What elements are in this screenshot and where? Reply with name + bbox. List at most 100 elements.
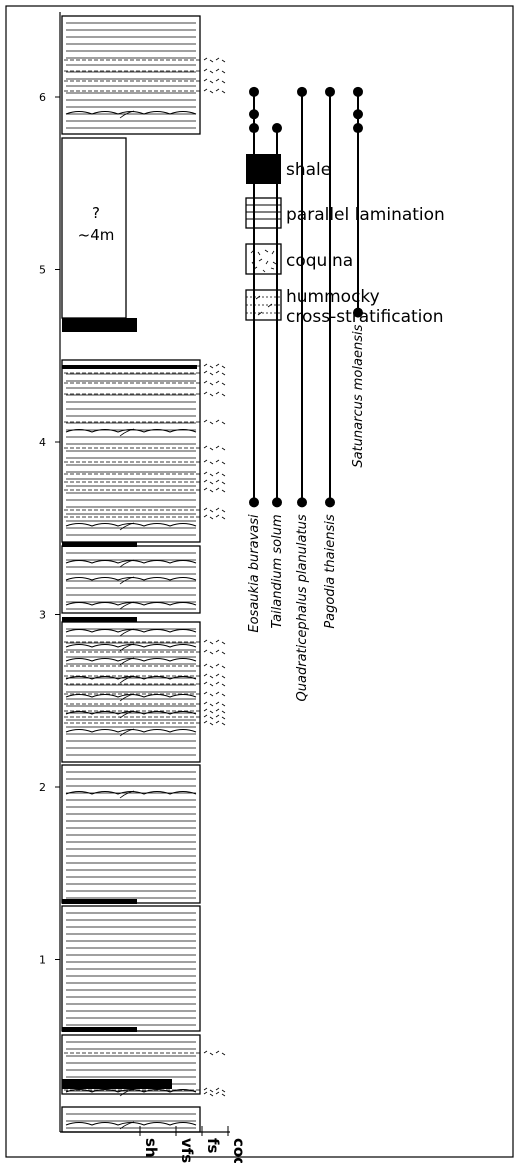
bed-outline — [61, 15, 201, 135]
species-name: Eosaukia buravasi — [247, 514, 262, 633]
coquina-mark — [203, 471, 226, 477]
coquina-mark — [203, 673, 226, 679]
coquina-mark — [203, 479, 226, 485]
occurrence-dot — [272, 123, 282, 134]
coquina-mark — [203, 445, 226, 451]
cross-lamina — [119, 675, 135, 684]
depth-tick-label: 4 — [39, 436, 46, 449]
cross-lamina — [119, 693, 135, 702]
coquina-mark — [203, 88, 226, 94]
species-range: Pagodia thaiensis — [323, 86, 338, 629]
grain-label-sh: sh — [142, 1138, 160, 1158]
lithology-bed — [61, 905, 201, 1032]
shale-band — [62, 899, 137, 904]
shale-band — [62, 542, 137, 547]
bed-outline — [61, 764, 201, 904]
shale-band — [62, 1027, 137, 1032]
occurrence-dot — [325, 497, 335, 508]
coquina-mark — [203, 370, 226, 376]
species-range: Satunarcus molaensis — [351, 86, 366, 468]
depth-tick-label: 2 — [39, 781, 46, 794]
occurrence-dot — [249, 497, 259, 508]
cross-lamina — [119, 1088, 135, 1097]
coquina-mark — [203, 68, 226, 74]
coquina-mark — [203, 1050, 226, 1056]
species-name: Quadraticephalus planulatus — [295, 514, 310, 701]
depth-tick-label: 6 — [39, 91, 46, 104]
coquina-mark — [203, 663, 226, 669]
cross-lamina — [119, 710, 135, 719]
cross-lamina — [119, 728, 135, 737]
coquina-mark — [203, 380, 226, 386]
coquina-mark — [203, 391, 226, 397]
covered-interval: ? ~4m — [61, 137, 127, 319]
legend-shale-label: shale — [286, 160, 331, 180]
cross-lamina — [119, 628, 135, 637]
cross-lamina — [119, 601, 135, 610]
coquina-mark — [203, 459, 226, 465]
grain-size-scale: sh vfs fs coq — [60, 1126, 248, 1163]
legend-hummocky-swatch — [245, 289, 282, 321]
legend: shale parallel lamination coquina hummoc… — [245, 154, 445, 327]
coquina-mark — [203, 487, 226, 493]
coquina-mark — [203, 639, 226, 645]
coquina-mark — [203, 701, 226, 707]
depth-axis-ticks: 1 2 3 4 5 6 — [39, 91, 60, 967]
occurrence-dot — [297, 497, 307, 508]
depth-tick-label: 3 — [39, 609, 46, 622]
species-range: Quadraticephalus planulatus — [295, 86, 310, 701]
occurrence-dot — [353, 307, 363, 318]
occurrence-dot — [249, 123, 259, 134]
lithology-bed — [61, 764, 201, 904]
coquina-mark — [203, 691, 226, 697]
coquina-mark — [203, 507, 226, 513]
lithology-bed — [61, 545, 201, 614]
occurrence-dot — [353, 86, 363, 97]
coquina-mark — [203, 78, 226, 84]
occurrence-dot — [297, 86, 307, 97]
species-range-chart: Eosaukia buravasi Tailandium solum Quadrat… — [247, 86, 366, 701]
lithology-bed — [61, 15, 201, 135]
legend-parallel-swatch — [245, 197, 282, 229]
figure-frame — [5, 5, 514, 1158]
lithology-bed — [61, 359, 201, 543]
legend-coquina-swatch — [245, 243, 282, 275]
coquina-mark — [203, 708, 226, 714]
cross-lamina — [119, 522, 135, 531]
covered-interval-thickness: ~4m — [78, 226, 115, 244]
legend-parallel-label: parallel lamination — [286, 205, 445, 225]
occurrence-dot — [353, 123, 363, 134]
depth-tick-label: 1 — [39, 954, 46, 967]
coquina-mark — [203, 681, 226, 687]
cross-lamina — [119, 559, 135, 568]
grain-label-fs: fs — [204, 1138, 222, 1154]
coquina-mark — [203, 714, 226, 720]
coquina-mark — [203, 419, 226, 425]
legend-coquina-label: coquina — [286, 251, 353, 271]
species-name: Pagodia thaiensis — [323, 514, 338, 629]
occurrence-dot — [272, 497, 282, 508]
coquina-mark — [203, 1091, 226, 1097]
cross-lamina — [119, 643, 135, 652]
lithology-bed — [61, 621, 201, 763]
coquina-mark — [203, 363, 226, 369]
coquina-mark — [203, 514, 226, 520]
occurrence-dot — [353, 109, 363, 120]
species-range: Tailandium solum — [270, 123, 285, 629]
shale-band — [62, 1079, 172, 1089]
shale-band — [62, 318, 137, 332]
species-range: Eosaukia buravasi — [247, 86, 262, 633]
lithology-column — [61, 15, 226, 1133]
cross-lamina — [119, 428, 135, 437]
coquina-mark — [203, 57, 226, 63]
shale-band — [62, 617, 137, 622]
occurrence-dot — [325, 86, 335, 97]
covered-interval-box — [61, 137, 127, 319]
grain-label-coq: coq — [230, 1138, 248, 1163]
occurrence-dot — [249, 86, 259, 97]
legend-shale-swatch — [246, 154, 281, 184]
legend-hummocky-label-1: hummocky — [286, 287, 380, 307]
species-name: Satunarcus molaensis — [351, 324, 366, 467]
cross-lamina — [119, 1121, 135, 1130]
